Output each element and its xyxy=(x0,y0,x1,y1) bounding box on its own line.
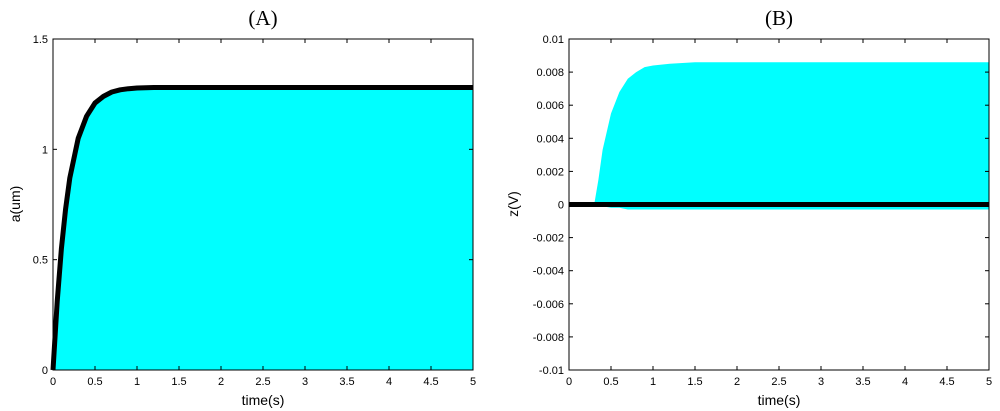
panel-a-y-tick-label-2: 1 xyxy=(42,144,48,156)
panel-b-y-tick-label-4: 0.002 xyxy=(536,166,564,178)
panel-b-x-tick-label-7: 3.5 xyxy=(855,376,870,388)
panel-a-x-tick-label-1: 0.5 xyxy=(87,376,102,388)
panel-a-title: (A) xyxy=(248,6,277,30)
panel-a-x-tick-label-9: 4.5 xyxy=(423,376,438,388)
panel-a-x-tick-label-0: 0 xyxy=(50,376,56,388)
panel-a-fill-layer xyxy=(53,87,473,370)
panel-b-tick-layer: 0 0.5 1 1.5 2 2.5 3 3.5 4 4.5 5 0.01 0.008 0.006 0.004… xyxy=(533,34,992,388)
panel-b-x-tick-label-0: 0 xyxy=(566,376,572,388)
panel-b-y-tick-label-2: 0.006 xyxy=(536,100,564,112)
panel-a-x-tick-label-3: 1.5 xyxy=(171,376,186,388)
panel-a-x-tick-label-7: 3.5 xyxy=(339,376,354,388)
panel-b-x-tick-label-4: 2 xyxy=(734,376,740,388)
panel-b-series-0-band xyxy=(569,62,989,210)
panel-b-fill-layer xyxy=(569,62,989,210)
panel-b-y-tick-label-1: 0.008 xyxy=(536,67,564,79)
panel-b-y-tick-label-6: -0.002 xyxy=(533,233,564,245)
panel-b-x-tick-label-8: 4 xyxy=(902,376,908,388)
panel-b-y-tick-label-9: -0.008 xyxy=(533,332,564,344)
panel-a-x-tick-label-2: 1 xyxy=(134,376,140,388)
panel-b-x-tick-label-2: 1 xyxy=(650,376,656,388)
panel-b-x-tick-label-6: 3 xyxy=(818,376,824,388)
panel-a-y-axis-label: a(um) xyxy=(7,186,23,223)
panel-b-x-tick-label-10: 5 xyxy=(986,376,992,388)
panel-b-y-axis-label: z(V) xyxy=(505,191,521,217)
panel-b-title: (B) xyxy=(765,6,793,30)
panel-a-x-tick-label-5: 2.5 xyxy=(255,376,270,388)
panel-a-line-layer xyxy=(50,85,473,371)
panel-b-y-tick-label-10: -0.01 xyxy=(539,365,564,377)
panel-b-x-axis-label: time(s) xyxy=(758,392,801,408)
panel-a-series-1-line xyxy=(50,85,473,371)
panel-a-tick-layer: 0 0.5 1 1.5 2 2.5 3 3.5 4 4.5 5 0 0.5 1 1.5 xyxy=(33,34,476,388)
panel-a-x-tick-label-6: 3 xyxy=(302,376,308,388)
panel-b-x-tick-label-1: 0.5 xyxy=(603,376,618,388)
panel-b-y-tick-label-0: 0.01 xyxy=(543,34,564,46)
panel-a-y-tick-label-0: 0 xyxy=(42,365,48,377)
panel-a-series-0-band xyxy=(53,87,473,370)
panel-b-y-tick-label-5: 0 xyxy=(558,200,564,212)
panel-b-y-tick-label-3: 0.004 xyxy=(536,133,564,145)
panel-a-x-tick-label-8: 4 xyxy=(386,376,392,388)
panel-a-x-axis-label: time(s) xyxy=(242,392,285,408)
panel-a: (A) 0 0.5 1 1.5 2 2.5 3 3.5 4 4.5 5 0 0.5 1 1.5 time(s… xyxy=(7,6,476,408)
panel-a-y-tick-label-3: 1.5 xyxy=(33,34,48,46)
panel-a-y-tick-label-1: 0.5 xyxy=(33,255,48,267)
panel-a-x-tick-label-4: 2 xyxy=(218,376,224,388)
panel-a-x-tick-label-10: 5 xyxy=(470,376,476,388)
panel-b-x-tick-label-5: 2.5 xyxy=(771,376,786,388)
panel-b-y-tick-label-7: -0.004 xyxy=(533,266,564,278)
panel-b: (B) 0 0.5 1 1.5 2 2.5 3 3.5 4 4.5 50.010.0080.0060… xyxy=(505,6,992,408)
panel-b-x-tick-label-3: 1.5 xyxy=(687,376,702,388)
panel-b-x-tick-label-9: 4.5 xyxy=(939,376,954,388)
panel-b-y-tick-label-8: -0.006 xyxy=(533,299,564,311)
